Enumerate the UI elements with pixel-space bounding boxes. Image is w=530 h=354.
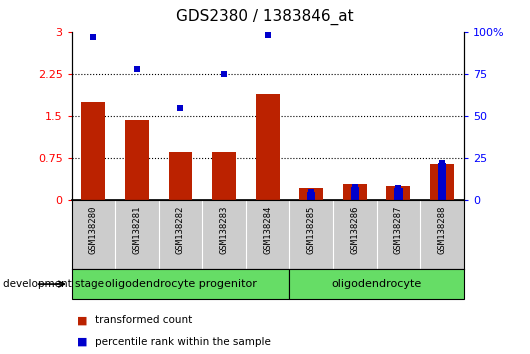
Text: GSM138280: GSM138280 — [89, 206, 98, 254]
Bar — [430, 164, 454, 200]
Point — [220, 71, 228, 77]
Text: ■: ■ — [77, 337, 87, 347]
Point — [394, 185, 403, 191]
Bar — [307, 192, 315, 200]
Text: GSM138282: GSM138282 — [176, 206, 185, 254]
Text: development stage: development stage — [3, 279, 104, 289]
Bar — [394, 188, 403, 200]
Bar — [343, 184, 367, 200]
Text: GSM138286: GSM138286 — [350, 206, 359, 254]
Text: GSM138284: GSM138284 — [263, 206, 272, 254]
Bar — [212, 152, 236, 200]
Point — [89, 34, 98, 40]
Bar — [386, 186, 410, 200]
Point — [176, 105, 185, 110]
Text: ■: ■ — [77, 315, 87, 325]
Bar — [169, 152, 192, 200]
Point — [350, 184, 359, 189]
Bar — [289, 269, 464, 299]
Bar — [125, 120, 149, 200]
Text: GSM138287: GSM138287 — [394, 206, 403, 254]
Point — [307, 189, 315, 194]
Text: GDS2380 / 1383846_at: GDS2380 / 1383846_at — [176, 9, 354, 25]
Text: oligodendrocyte progenitor: oligodendrocyte progenitor — [104, 279, 257, 289]
Text: oligodendrocyte: oligodendrocyte — [331, 279, 422, 289]
Bar — [82, 102, 105, 200]
Bar — [255, 93, 280, 200]
Text: GSM138288: GSM138288 — [437, 206, 446, 254]
Text: GSM138281: GSM138281 — [132, 206, 142, 254]
Bar — [438, 163, 446, 200]
Text: percentile rank within the sample: percentile rank within the sample — [95, 337, 271, 347]
Text: transformed count: transformed count — [95, 315, 192, 325]
Point — [132, 66, 141, 72]
Point — [263, 33, 272, 38]
Text: GSM138283: GSM138283 — [219, 206, 228, 254]
Text: GSM138285: GSM138285 — [307, 206, 316, 254]
Bar — [351, 187, 359, 200]
Bar — [299, 188, 323, 200]
Point — [438, 160, 446, 166]
Bar — [72, 269, 289, 299]
